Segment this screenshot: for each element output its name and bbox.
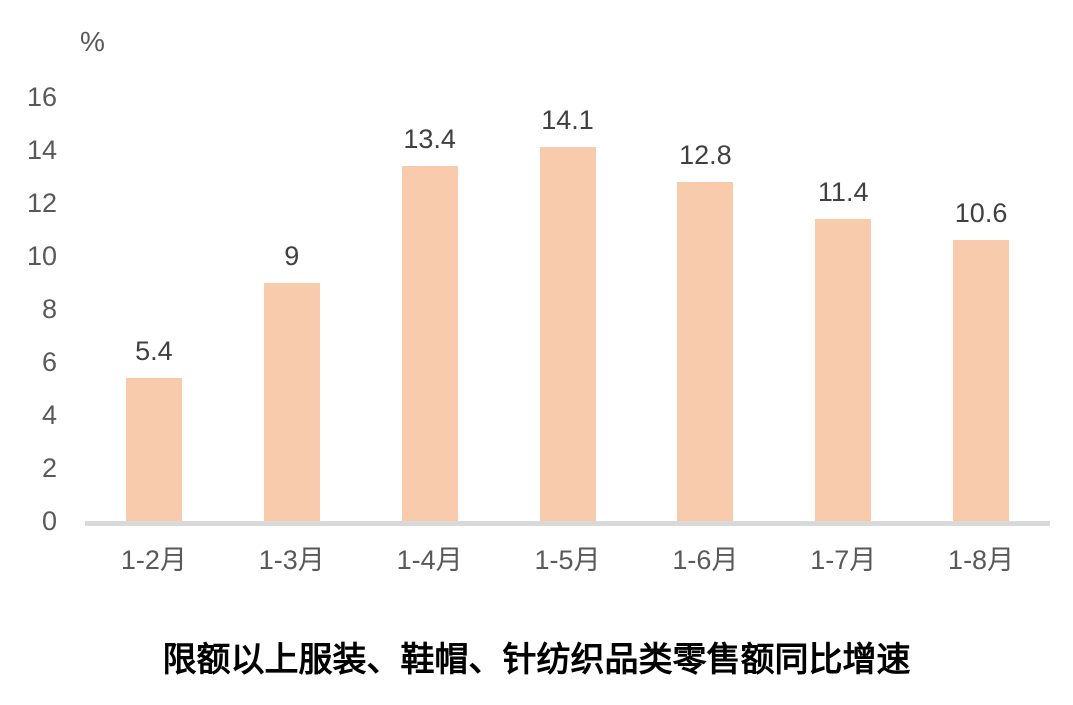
x-axis-tick-label: 1-7月 bbox=[810, 545, 877, 575]
y-axis-unit-label: % bbox=[80, 26, 105, 57]
bar-value-label: 10.6 bbox=[954, 198, 1008, 229]
y-axis-tick-label: 14 bbox=[26, 135, 57, 165]
y-axis-tick-label: 8 bbox=[41, 294, 57, 324]
y-axis-tick-label: 2 bbox=[41, 453, 57, 483]
y-axis-tick-label: 12 bbox=[26, 188, 57, 218]
x-axis-tick-label: 1-8月 bbox=[948, 545, 1015, 575]
x-axis-tick-label: 1-5月 bbox=[534, 545, 601, 575]
bar-value-label: 9 bbox=[284, 240, 300, 271]
x-axis-tick-label: 1-3月 bbox=[258, 545, 325, 575]
y-axis-tick-label: 0 bbox=[41, 506, 57, 536]
chart-title: 限额以上服装、鞋帽、针纺织品类零售额同比增速 bbox=[162, 640, 911, 680]
x-axis-tick-label: 1-6月 bbox=[672, 545, 739, 575]
x-axis-tick-label: 1-4月 bbox=[396, 545, 463, 575]
bar-1-2月 bbox=[125, 377, 182, 521]
bar-value-label: 11.4 bbox=[817, 176, 869, 207]
plot-area: 5.4 9 13.4 14.1 12.8 11.4 10.6 bbox=[85, 97, 1050, 526]
bar-1-5月 bbox=[539, 147, 596, 521]
bar-value-label: 12.8 bbox=[679, 139, 732, 170]
x-axis-line bbox=[85, 521, 1050, 526]
bar-1-3月 bbox=[263, 282, 320, 521]
bar-1-6月 bbox=[677, 181, 734, 521]
bar-value-label: 14.1 bbox=[541, 105, 594, 136]
y-axis-tick-label: 10 bbox=[26, 241, 57, 271]
x-axis-tick-label: 1-2月 bbox=[120, 545, 187, 575]
bar-1-8月 bbox=[953, 240, 1010, 521]
bar-value-label: 13.4 bbox=[403, 123, 456, 154]
y-axis-tick-label: 6 bbox=[41, 347, 57, 377]
y-axis-tick-label: 4 bbox=[41, 400, 57, 430]
bar-value-label: 5.4 bbox=[135, 335, 173, 366]
y-axis-tick-label: 16 bbox=[26, 82, 57, 112]
bar-1-7月 bbox=[815, 218, 872, 521]
bar-1-4月 bbox=[401, 165, 458, 521]
